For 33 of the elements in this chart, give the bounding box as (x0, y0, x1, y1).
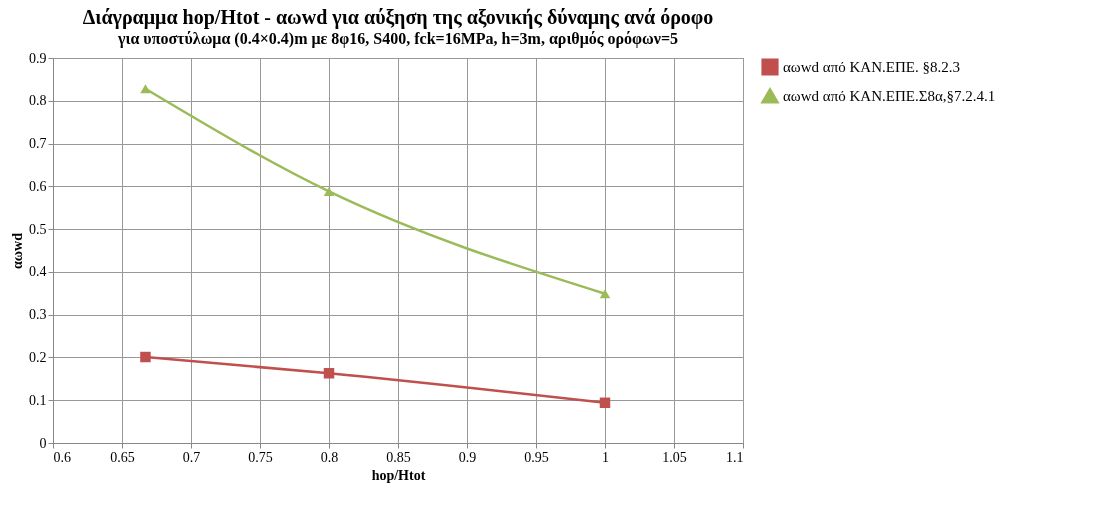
x-tick-label: 1.1 (726, 449, 744, 465)
x-axis-title: hop/Htot (371, 467, 426, 483)
legend-label: αωwd από ΚΑΝ.ΕΠΕ.Σ8α,§7.2.4.1 (783, 88, 996, 104)
y-tick-label: 0.3 (29, 307, 47, 323)
y-tick-label: 0.9 (29, 50, 47, 66)
x-tick-label: 0.9 (458, 449, 477, 465)
y-tick-label: 0.7 (29, 136, 47, 152)
x-tick-label: 0.65 (110, 449, 135, 465)
point (323, 368, 335, 379)
y-tick-label: 0.4 (29, 264, 47, 280)
x-tick-label: 0.7 (182, 449, 201, 465)
chart-title: Διάγραμμα hop/Htot - αωwd για αύξηση της αξονικής δύναμης ανά όροφο (82, 6, 714, 29)
point (599, 397, 611, 409)
y-tick-label: 0.8 (29, 93, 47, 109)
y-axis-title: αωwd (10, 232, 25, 269)
y-tick-label: 0 (39, 435, 47, 451)
x-tick-label: 1.05 (662, 449, 687, 465)
point (140, 84, 151, 94)
x-tick-label: 0.85 (386, 449, 411, 465)
x-tick-label: 0.95 (524, 449, 549, 465)
x-tick-label: 1 (602, 449, 609, 465)
x-tick-label: 0.8 (320, 449, 339, 465)
point (140, 351, 151, 363)
y-tick-label: 0.6 (29, 178, 47, 194)
legend-label: αωwd από ΚΑΝ.ΕΠΕ. §8.2.3 (783, 59, 960, 75)
point (323, 186, 335, 197)
y-tick-label: 0.5 (29, 221, 47, 237)
chart-subtitle: για υποστύλωμα (0.4×0.4)m με 8φ16, S400, fck=16MPa, h=3m, αριθμός ορόφων=5 (116, 30, 679, 48)
x-tick-label: 0.6 (53, 449, 71, 465)
x-tick-label: 0.75 (248, 449, 273, 465)
y-tick-label: 0.1 (29, 392, 47, 408)
y-tick-label: 0.2 (29, 349, 47, 365)
point (599, 289, 611, 299)
